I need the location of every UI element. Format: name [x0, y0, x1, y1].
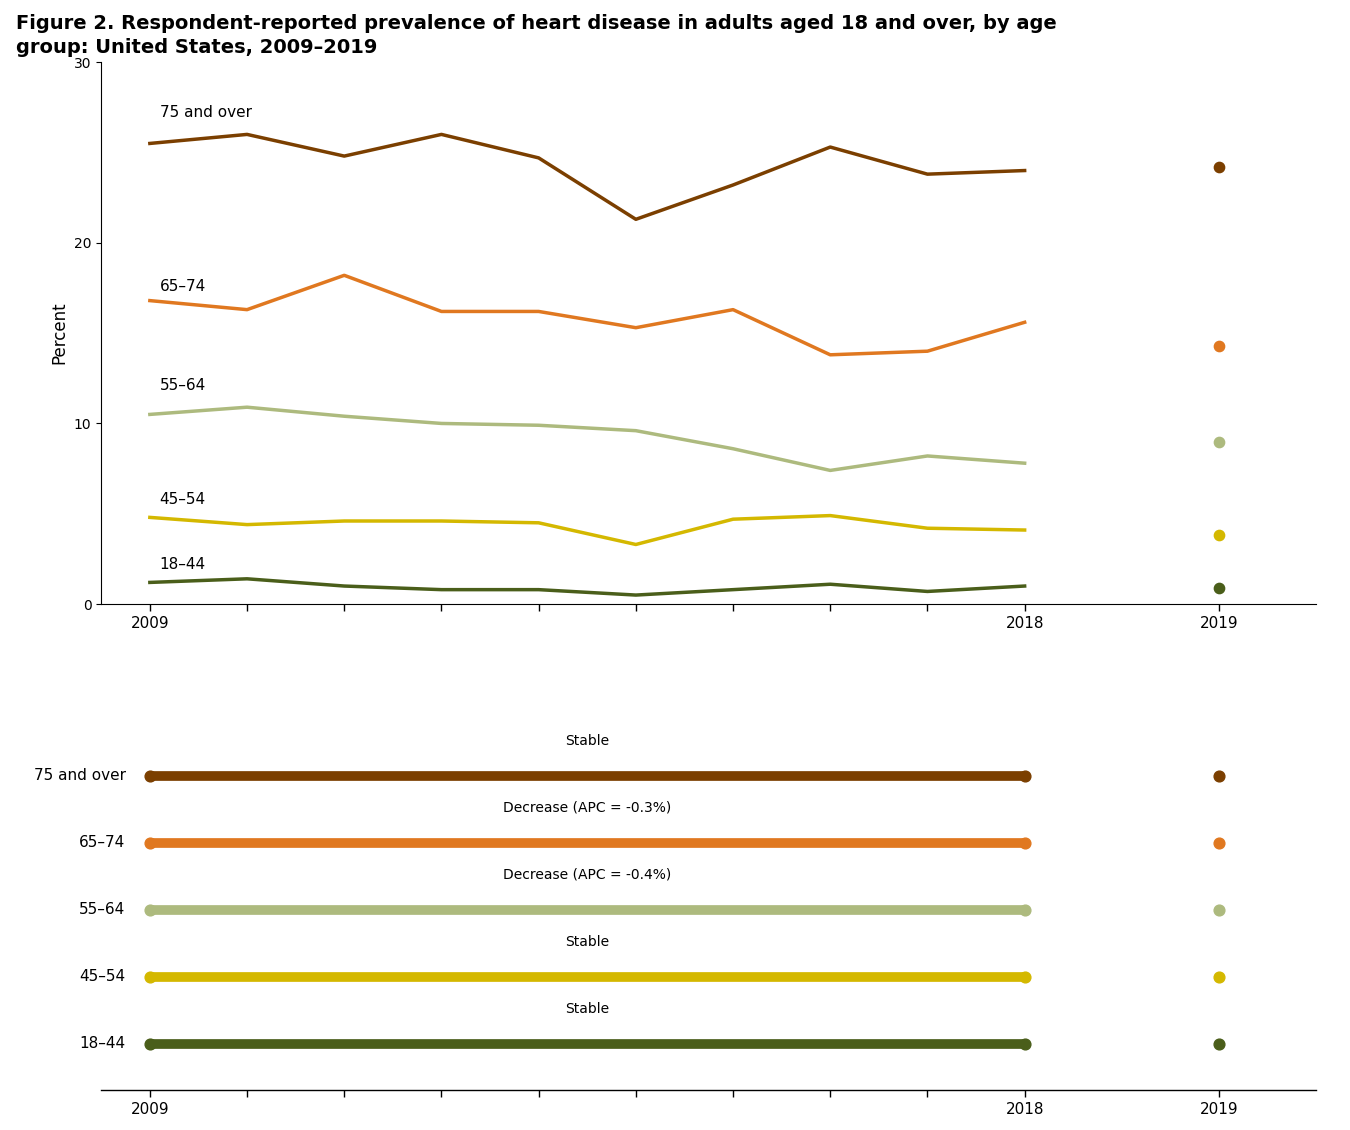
Text: Stable: Stable: [566, 1001, 609, 1016]
Point: [1208, 337, 1230, 355]
Point: [1014, 1035, 1035, 1053]
Text: 45–54: 45–54: [80, 970, 126, 984]
Text: Decrease (APC = -0.3%): Decrease (APC = -0.3%): [504, 801, 671, 815]
Point: [1014, 767, 1035, 785]
Y-axis label: Percent: Percent: [50, 302, 69, 365]
Point: [1208, 527, 1230, 545]
Text: 55–64: 55–64: [159, 379, 205, 393]
Point: [1208, 901, 1230, 919]
Text: 65–74: 65–74: [159, 279, 205, 294]
Point: [1014, 901, 1035, 919]
Point: [1208, 579, 1230, 597]
Text: 55–64: 55–64: [80, 902, 126, 918]
Point: [139, 1035, 161, 1053]
Point: [139, 967, 161, 985]
Point: [139, 834, 161, 852]
Point: [1208, 158, 1230, 176]
Text: 45–54: 45–54: [159, 492, 205, 507]
Text: 75 and over: 75 and over: [159, 105, 251, 120]
Text: Figure 2. Respondent-reported prevalence of heart disease in adults aged 18 and : Figure 2. Respondent-reported prevalence…: [16, 14, 1057, 33]
Point: [1208, 767, 1230, 785]
Text: 18–44: 18–44: [80, 1036, 126, 1051]
Text: Decrease (APC = -0.4%): Decrease (APC = -0.4%): [504, 868, 671, 881]
Text: Stable: Stable: [566, 733, 609, 748]
Text: 18–44: 18–44: [159, 557, 205, 572]
Text: 65–74: 65–74: [80, 835, 126, 851]
Point: [139, 901, 161, 919]
Text: Stable: Stable: [566, 935, 609, 948]
Point: [1208, 834, 1230, 852]
Text: 75 and over: 75 and over: [34, 768, 126, 783]
Point: [1014, 834, 1035, 852]
Point: [1208, 1035, 1230, 1053]
Point: [1014, 967, 1035, 985]
Point: [1208, 433, 1230, 451]
Point: [139, 767, 161, 785]
Point: [1208, 967, 1230, 985]
Text: group: United States, 2009–2019: group: United States, 2009–2019: [16, 38, 378, 58]
